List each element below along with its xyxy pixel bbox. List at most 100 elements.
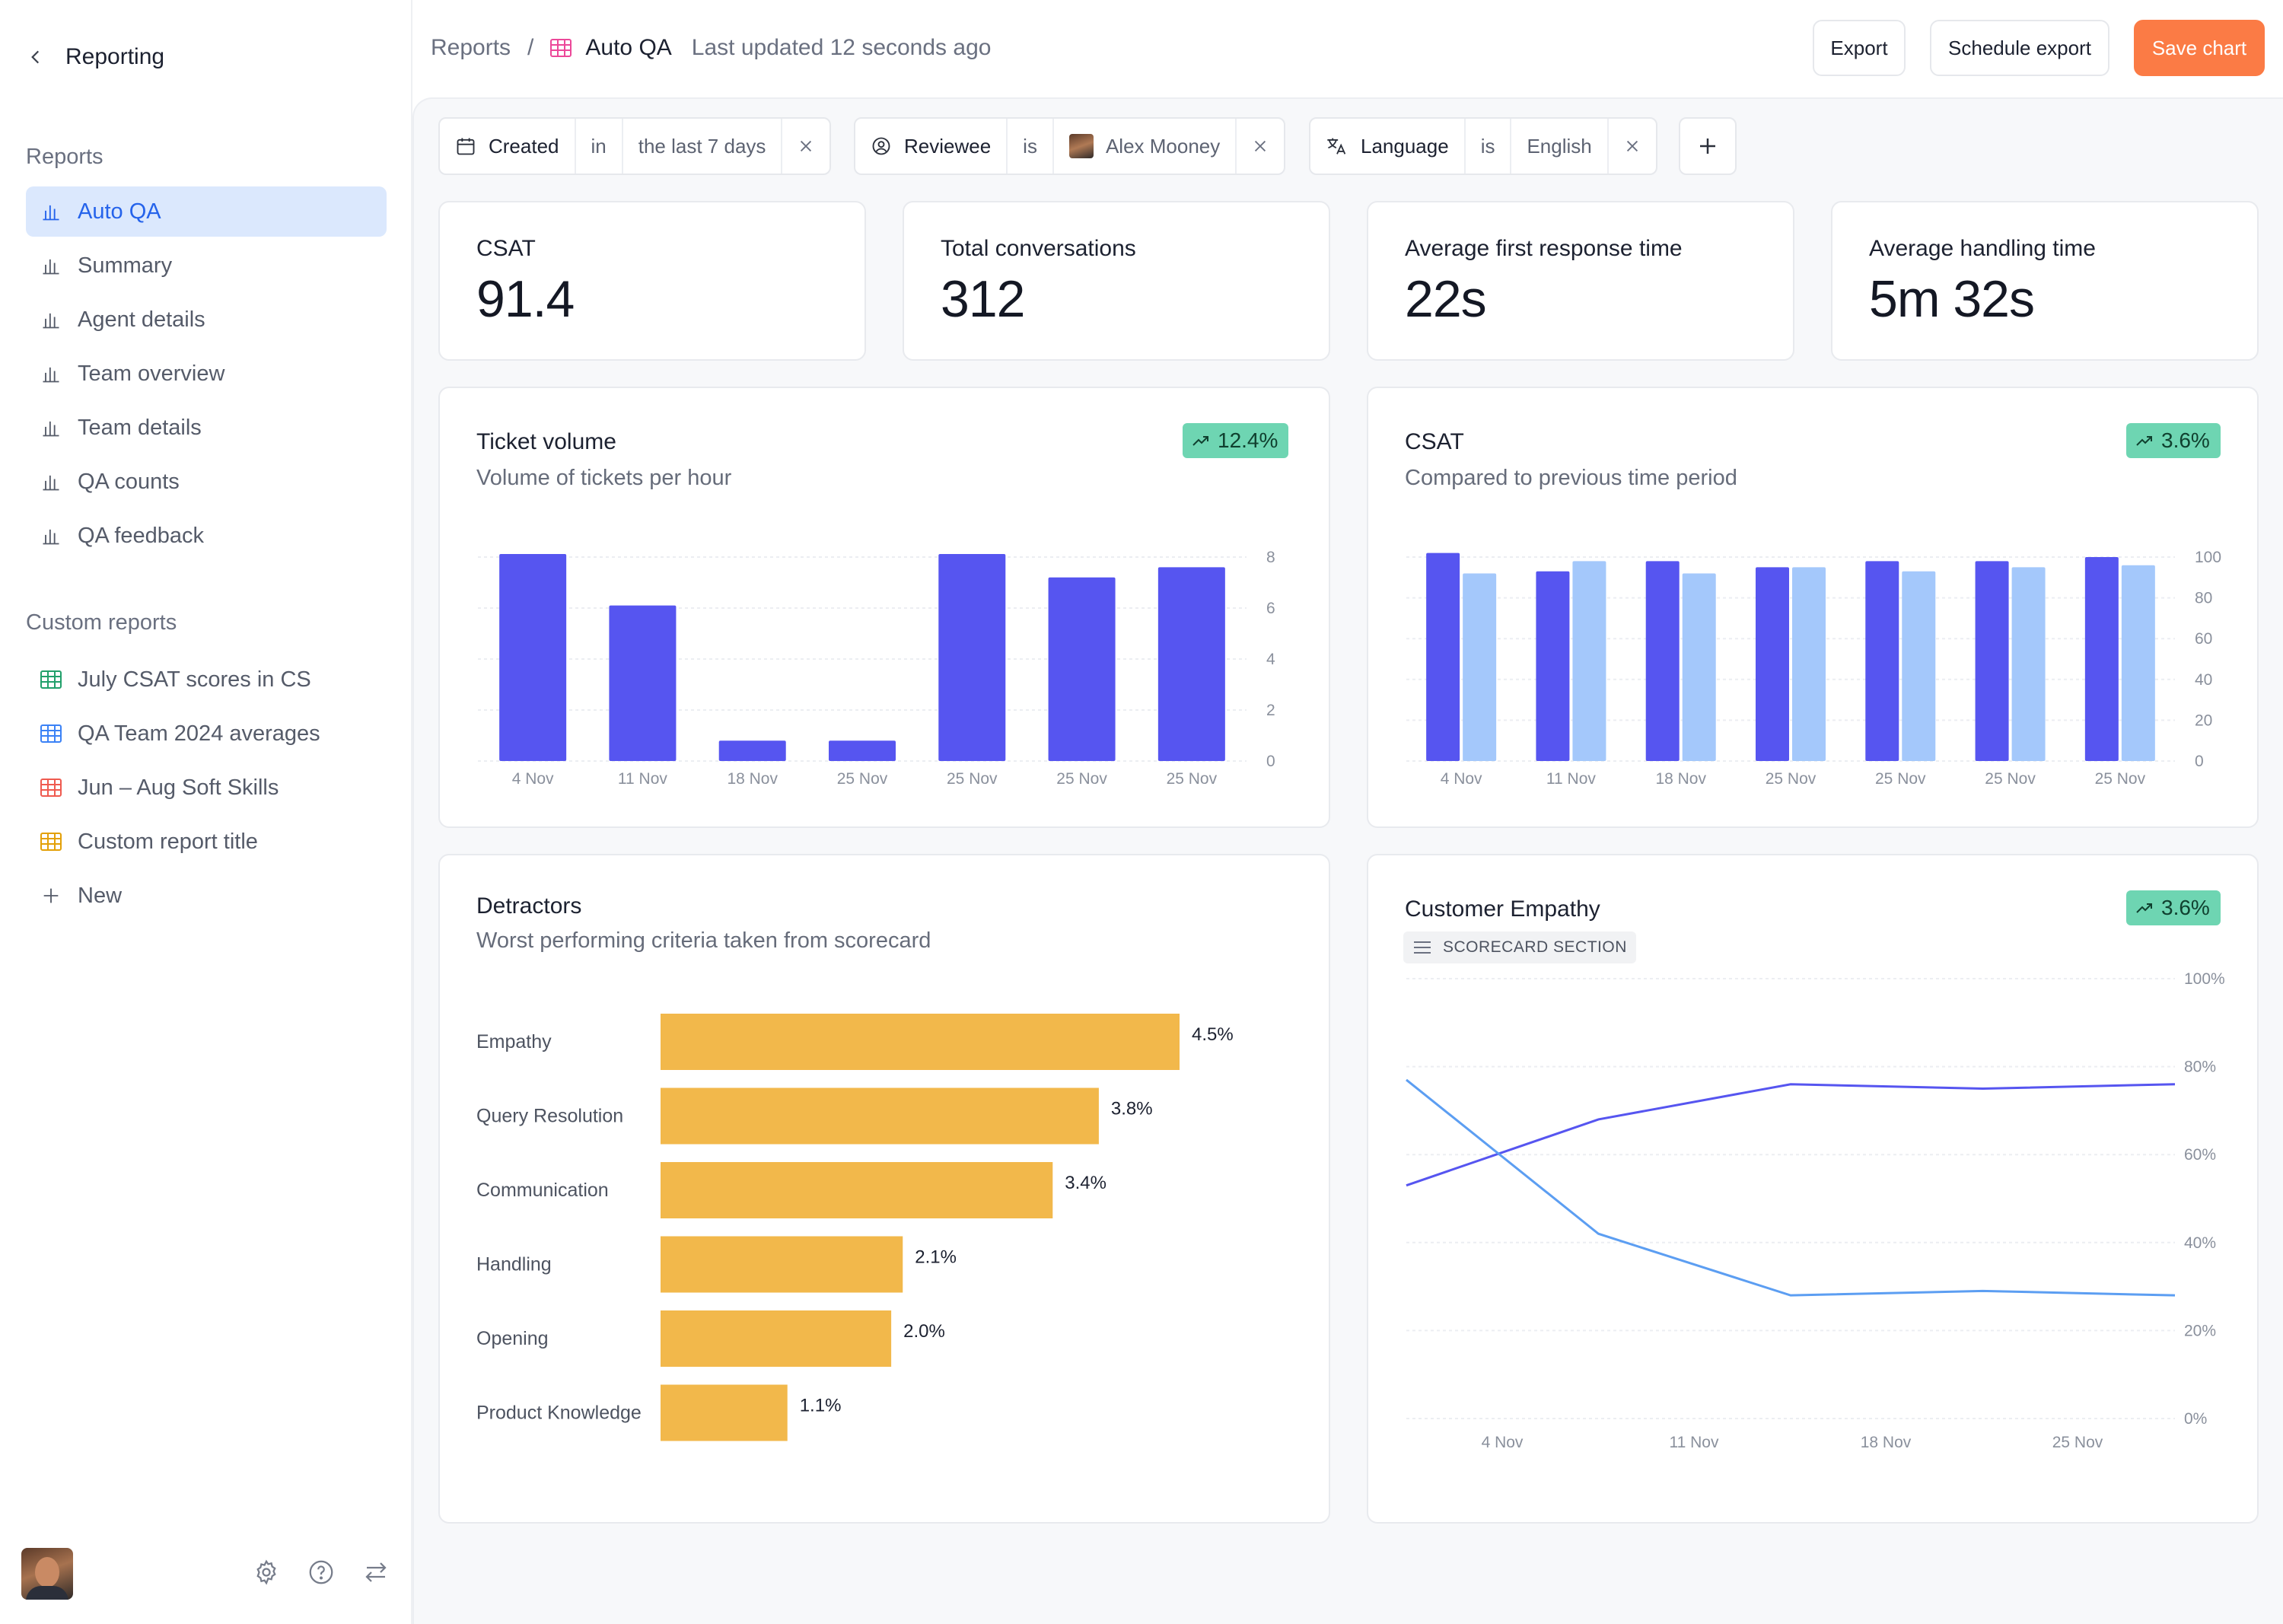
breadcrumb-current: Auto QA xyxy=(550,35,672,61)
bar-chart-icon xyxy=(40,254,62,277)
badge-value: 3.6% xyxy=(2161,896,2210,919)
add-filter-button[interactable] xyxy=(1679,117,1737,175)
sidebar-item-agent-details[interactable]: Agent details xyxy=(26,295,387,345)
trend-badge: 3.6% xyxy=(2126,890,2221,925)
filter-key: Reviewee xyxy=(904,134,992,158)
series-line xyxy=(1406,1083,2176,1187)
filter-language[interactable]: Language is English xyxy=(1309,117,1657,175)
filter-value-reviewee[interactable]: Alex Mooney xyxy=(1054,119,1237,174)
y-tick-label: 80 xyxy=(2195,590,2212,607)
y-tick-label: 2 xyxy=(1266,702,1275,719)
bar xyxy=(609,605,677,761)
user-avatar[interactable] xyxy=(21,1548,73,1600)
badge-value: 3.6% xyxy=(2161,428,2210,452)
chart-subtitle: Compared to previous time period xyxy=(1405,466,1737,490)
kpi-label: Average handling time xyxy=(1869,236,2096,261)
filter-value[interactable]: the last 7 days xyxy=(623,119,783,174)
bar-category-label: Opening xyxy=(476,1328,549,1349)
x-tick-label: 25 Nov xyxy=(837,770,888,788)
trending-up-icon xyxy=(2136,436,2152,446)
bar xyxy=(661,1384,788,1441)
filter-key: Created xyxy=(489,134,559,158)
table-icon xyxy=(40,722,62,745)
x-tick-label: 11 Nov xyxy=(618,770,667,788)
help-icon[interactable] xyxy=(306,1557,336,1587)
ticket-volume-card: Ticket volume Volume of tickets per hour… xyxy=(438,387,1330,828)
csat-chart: 100 80 60 40 20 0 4 Nov 11 Nov 18 Nov 25 Nov 25 No… xyxy=(1406,549,2221,788)
sidebar-item-team-details[interactable]: Team details xyxy=(26,403,387,453)
sidebar-item-auto-qa[interactable]: Auto QA xyxy=(26,186,387,237)
breadcrumb-reports[interactable]: Reports xyxy=(431,35,511,60)
y-tick-label: 60% xyxy=(2184,1146,2216,1164)
bar-current xyxy=(1756,567,1789,761)
custom-report-item[interactable]: Custom report title xyxy=(26,817,387,867)
badge-value: 12.4% xyxy=(1218,428,1278,452)
custom-report-label: Jun – Aug Soft Skills xyxy=(78,775,279,800)
y-tick-label: 0% xyxy=(2184,1410,2207,1428)
filter-operator[interactable]: is xyxy=(1008,119,1054,174)
sidebar-item-qa-feedback[interactable]: QA feedback xyxy=(26,511,387,561)
detractors-card: Detractors Worst performing criteria tak… xyxy=(438,854,1330,1524)
remove-filter-button[interactable] xyxy=(782,119,829,174)
sidebar-item-label: Agent details xyxy=(78,307,205,332)
top-header: Reports / Auto QA Last updated 12 second… xyxy=(412,0,2283,97)
sidebar-item-team-overview[interactable]: Team overview xyxy=(26,349,387,399)
table-icon xyxy=(40,668,62,691)
x-tick-label: 11 Nov xyxy=(1546,770,1596,788)
filter-operator[interactable]: is xyxy=(1466,119,1512,174)
y-tick-label: 20 xyxy=(2195,712,2212,729)
close-icon xyxy=(1626,140,1638,152)
bar xyxy=(661,1087,1099,1145)
bar-current xyxy=(1426,552,1460,761)
save-chart-button[interactable]: Save chart xyxy=(2134,20,2265,76)
bar-category-label: Query Resolution xyxy=(476,1106,623,1127)
new-custom-report-button[interactable]: New xyxy=(26,871,387,921)
main-content: Created in the last 7 days Reviewee is A… xyxy=(412,97,2283,1624)
chart-subtitle: Worst performing criteria taken from sco… xyxy=(476,928,931,953)
settings-icon[interactable] xyxy=(251,1557,282,1587)
kpi-value: 5m 32s xyxy=(1869,270,2035,328)
filter-value[interactable]: English xyxy=(1511,119,1609,174)
csat-chart-card: CSAT Compared to previous time period 3.… xyxy=(1367,387,2259,828)
sidebar-item-summary[interactable]: Summary xyxy=(26,240,387,291)
bar-chart-icon xyxy=(40,416,62,439)
sidebar-item-label: Team overview xyxy=(78,361,225,386)
custom-report-item[interactable]: July CSAT scores in CS xyxy=(26,654,387,705)
detractors-chart: Empathy 4.5% Query Resolution 3.8% Communica… xyxy=(476,1014,1234,1441)
filter-created[interactable]: Created in the last 7 days xyxy=(438,117,832,175)
ticket-volume-chart: 8 6 4 2 0 4 Nov 11 Nov 18 Nov 25 Nov 25 Nov 25 Nov… xyxy=(478,549,1275,788)
reports-heading: Reports xyxy=(26,145,103,169)
tag-label: SCORECARD SECTION xyxy=(1443,938,1627,956)
switch-icon[interactable] xyxy=(361,1557,391,1587)
chart-title: Detractors xyxy=(476,893,582,919)
bar-value-label: 1.1% xyxy=(800,1396,842,1416)
x-tick-label: 11 Nov xyxy=(1670,1434,1719,1451)
y-tick-label: 40 xyxy=(2195,671,2212,689)
custom-report-item[interactable]: QA Team 2024 averages xyxy=(26,709,387,759)
chart-title: Customer Empathy xyxy=(1405,896,1600,922)
y-tick-label: 0 xyxy=(1266,753,1275,770)
x-tick-label: 25 Nov xyxy=(2052,1434,2103,1451)
export-button[interactable]: Export xyxy=(1813,20,1906,76)
y-tick-label: 6 xyxy=(1266,600,1275,617)
back-to-reporting[interactable]: Reporting xyxy=(26,44,164,70)
custom-report-label: July CSAT scores in CS xyxy=(78,667,311,692)
schedule-export-button[interactable]: Schedule export xyxy=(1930,20,2109,76)
trend-badge: 12.4% xyxy=(1183,423,1289,458)
bar-previous xyxy=(2121,565,2155,761)
calendar-icon xyxy=(457,138,475,155)
bar-current xyxy=(1645,561,1680,761)
x-tick-label: 25 Nov xyxy=(1056,770,1107,788)
bar-value-label: 3.4% xyxy=(1065,1173,1106,1193)
remove-filter-button[interactable] xyxy=(1609,119,1656,174)
remove-filter-button[interactable] xyxy=(1237,119,1284,174)
trending-up-icon xyxy=(2136,903,2152,913)
bar-value-label: 2.1% xyxy=(915,1247,957,1268)
custom-report-item[interactable]: Jun – Aug Soft Skills xyxy=(26,763,387,813)
filter-operator[interactable]: in xyxy=(576,119,623,174)
y-tick-label: 20% xyxy=(2184,1322,2216,1339)
filter-reviewee[interactable]: Reviewee is Alex Mooney xyxy=(854,117,1286,175)
close-icon xyxy=(801,140,812,152)
bar-value-label: 3.8% xyxy=(1111,1099,1153,1119)
sidebar-item-qa-counts[interactable]: QA counts xyxy=(26,457,387,507)
